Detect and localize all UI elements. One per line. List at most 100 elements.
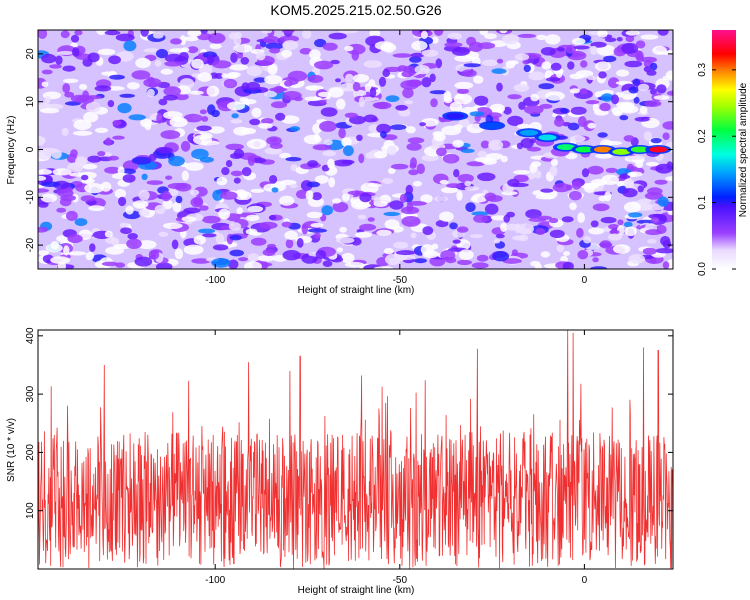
heatmap-cell bbox=[273, 85, 285, 94]
heatmap-cell bbox=[164, 61, 182, 67]
heatmap-cell bbox=[183, 207, 201, 214]
heatmap-cell bbox=[609, 229, 620, 235]
heatmap-cell bbox=[285, 238, 294, 249]
heatmap-cell bbox=[158, 231, 169, 237]
colorbar-tick-label: 0.2 bbox=[697, 129, 708, 143]
x-tick-label: -100 bbox=[205, 275, 225, 286]
heatmap-cell bbox=[209, 43, 222, 50]
heatmap-cell bbox=[530, 93, 540, 102]
heatmap-cell bbox=[282, 250, 301, 261]
heatmap-cell bbox=[279, 35, 299, 43]
heatmap-cell bbox=[104, 30, 121, 36]
heatmap-cell bbox=[269, 175, 278, 184]
heatmap-cell bbox=[233, 177, 241, 184]
heatmap-cell bbox=[507, 178, 520, 187]
heatmap-cell bbox=[561, 216, 574, 223]
heatmap-cell bbox=[516, 123, 531, 129]
heatmap-cell bbox=[228, 259, 239, 269]
heatmap-cell bbox=[55, 55, 63, 65]
heatmap-cell bbox=[562, 261, 574, 269]
heatmap-cell bbox=[484, 33, 497, 40]
heatmap-cell bbox=[97, 48, 116, 56]
signal-track-point bbox=[649, 146, 668, 153]
heatmap-cell bbox=[319, 120, 337, 132]
heatmap-cell bbox=[299, 47, 312, 55]
heatmap-cell bbox=[122, 174, 136, 183]
heatmap-cell bbox=[49, 64, 62, 69]
heatmap-cell bbox=[449, 101, 463, 113]
heatmap-cell bbox=[202, 233, 217, 238]
heatmap-cell bbox=[66, 153, 78, 163]
heatmap-cell bbox=[358, 96, 365, 108]
heatmap-cell bbox=[363, 60, 383, 68]
heatmap-cell bbox=[440, 250, 456, 261]
heatmap-cell bbox=[528, 172, 536, 180]
heatmap-cell bbox=[264, 147, 283, 155]
heatmap-cell bbox=[62, 65, 76, 72]
heatmap-cell bbox=[538, 83, 555, 90]
heatmap-cell bbox=[364, 83, 372, 92]
colorbar-tick-label: 0.1 bbox=[697, 195, 708, 209]
heatmap-cell bbox=[165, 175, 173, 180]
heatmap-cell bbox=[452, 139, 464, 148]
heatmap-cell bbox=[453, 169, 460, 178]
heatmap-cell bbox=[464, 180, 472, 187]
heatmap-cell bbox=[480, 140, 490, 149]
heatmap-cell bbox=[463, 63, 481, 68]
heatmap-cell bbox=[474, 114, 481, 123]
heatmap-cell bbox=[262, 248, 276, 257]
heatmap-cell bbox=[592, 257, 599, 263]
heatmap-cell bbox=[568, 191, 582, 201]
heatmap-cell bbox=[597, 132, 608, 138]
heatmap-cell bbox=[117, 103, 132, 114]
heatmap-cell bbox=[67, 234, 83, 244]
heatmap-cell bbox=[307, 196, 324, 208]
heatmap-cell bbox=[387, 168, 396, 174]
heatmap-cell bbox=[436, 147, 447, 157]
heatmap-cell bbox=[328, 87, 344, 98]
heatmap-cell bbox=[473, 214, 488, 223]
heatmap-cell bbox=[196, 125, 212, 132]
heatmap-cell bbox=[38, 30, 48, 39]
heatmap-cell bbox=[619, 102, 635, 113]
heatmap-cell bbox=[335, 237, 355, 244]
heatmap-cell bbox=[528, 71, 545, 81]
heatmap-cell bbox=[85, 102, 101, 113]
heatmap-cell bbox=[281, 115, 300, 124]
heatmap-cell bbox=[534, 170, 542, 179]
heatmap-cell bbox=[233, 36, 242, 46]
y-tick-label: 0 bbox=[25, 146, 36, 152]
heatmap-cell bbox=[570, 106, 587, 115]
heatmap-cell bbox=[476, 254, 489, 262]
heatmap-cell bbox=[143, 78, 162, 88]
heatmap-cell bbox=[343, 145, 354, 157]
heatmap-cell bbox=[265, 42, 284, 50]
heatmap-cell bbox=[499, 30, 508, 34]
heatmap-cell bbox=[146, 180, 164, 186]
heatmap-cell bbox=[164, 53, 183, 63]
heatmap-cell bbox=[485, 153, 504, 160]
heatmap-cell bbox=[80, 195, 96, 202]
signal-track-point bbox=[593, 146, 612, 153]
heatmap-cell bbox=[379, 194, 392, 204]
heatmap-cell bbox=[41, 81, 49, 87]
heatmap-cell bbox=[503, 106, 512, 115]
snr-x-axis-label: Height of straight line (km) bbox=[298, 585, 415, 596]
heatmap-cell bbox=[598, 71, 607, 79]
heatmap-cell bbox=[576, 227, 584, 238]
heatmap-cell bbox=[211, 109, 220, 118]
heatmap-cell bbox=[200, 30, 208, 34]
heatmap-cell bbox=[633, 96, 640, 104]
heatmap-cell bbox=[357, 214, 367, 220]
heatmap-cell bbox=[367, 217, 375, 222]
heatmap-cell bbox=[628, 86, 639, 94]
heatmap-cell bbox=[347, 190, 366, 195]
heatmap-cell bbox=[183, 113, 203, 123]
heatmap-cell bbox=[365, 152, 375, 159]
heatmap-cell bbox=[167, 182, 188, 190]
heatmap-cell bbox=[107, 100, 115, 108]
heatmap-cell bbox=[308, 228, 327, 233]
heatmap-cell bbox=[407, 137, 425, 144]
heatmap-cell bbox=[341, 252, 355, 264]
